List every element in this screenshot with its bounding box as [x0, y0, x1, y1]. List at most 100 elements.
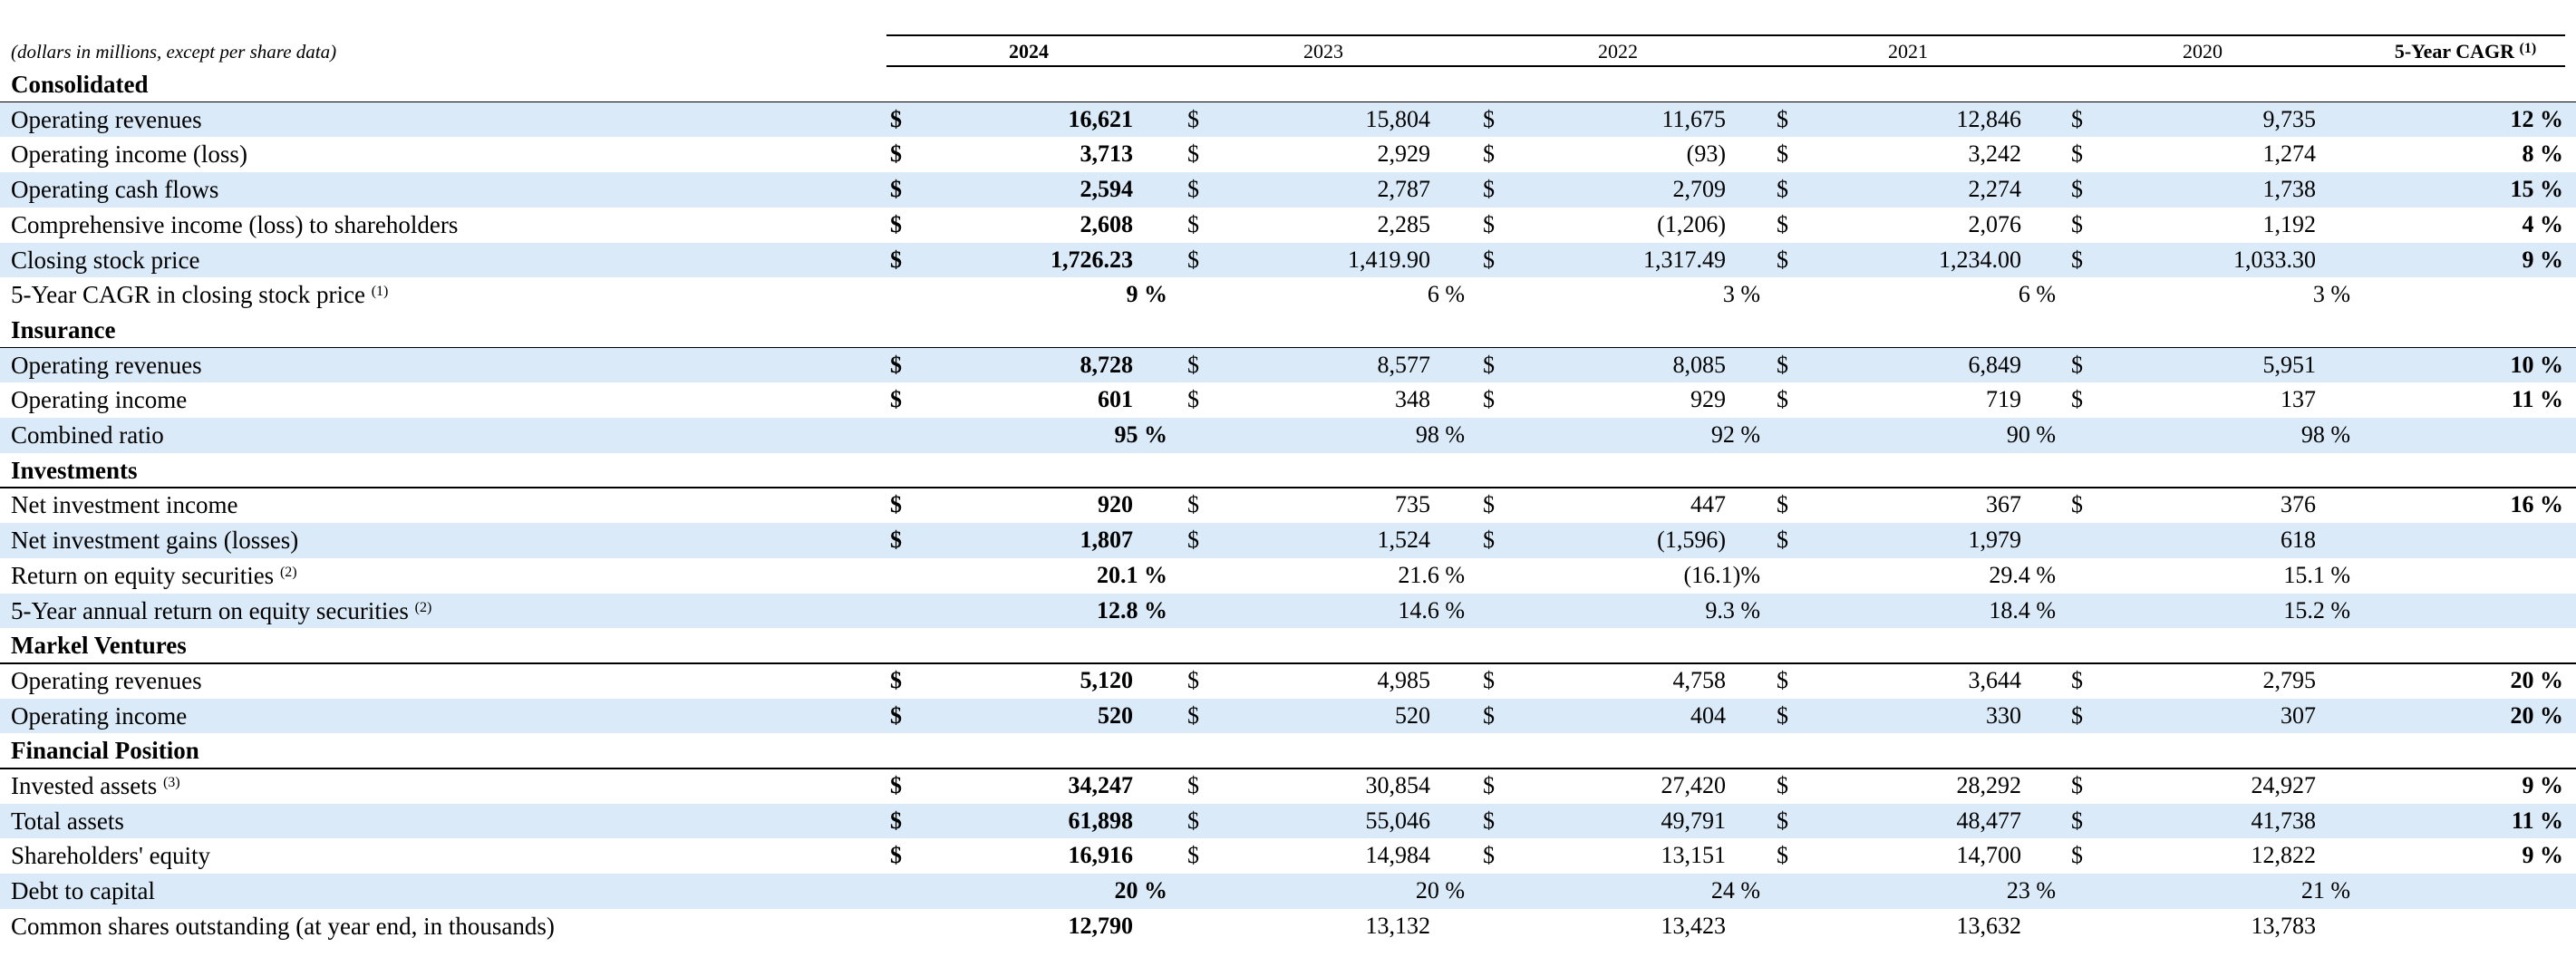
value-2024: 1,807	[1080, 527, 1134, 554]
row-label: Closing stock price	[11, 243, 199, 277]
dollar-sign: $	[2071, 246, 2083, 273]
value-2021: 13,632	[1956, 912, 2022, 939]
table-row: Operating revenues $8,728 $8,577 $8,085 $6,8…	[0, 347, 2576, 383]
value-2022: 92 %	[1710, 421, 1760, 448]
dollar-sign: $	[1483, 701, 1495, 729]
value-2021: 48,477	[1956, 807, 2022, 834]
value-2024: 5,120	[1080, 666, 1134, 693]
table-row: Net investment income $920 $735 $447 $367 $37…	[0, 488, 2576, 523]
dollar-sign: $	[890, 701, 902, 729]
table-row: Comprehensive income (loss) to sharehold…	[0, 208, 2576, 243]
value-2020: 1,274	[2262, 140, 2317, 168]
value-2023: 6 %	[1427, 281, 1465, 308]
dollar-sign: $	[1187, 842, 1199, 869]
value-2023: 13,132	[1365, 912, 1431, 939]
dollar-sign: $	[1777, 386, 1788, 413]
table-row: Operating income $601 $348 $929 $719 $137 11 %	[0, 382, 2576, 418]
dollar-sign: $	[1483, 176, 1495, 203]
value-2022: 13,423	[1661, 912, 1727, 939]
cagr-header-footnote: (1)	[2519, 41, 2537, 56]
value-2022: 2,709	[1672, 176, 1727, 203]
value-cagr: 11 %	[2511, 386, 2563, 413]
dollar-sign: $	[2071, 807, 2083, 834]
dollar-sign: $	[2071, 140, 2083, 168]
column-header-2024: 2024	[1009, 40, 1049, 63]
column-header-2020: 2020	[2183, 40, 2223, 63]
dollar-sign: $	[890, 772, 902, 798]
dollar-sign: $	[1483, 105, 1495, 132]
value-2024: 601	[1098, 386, 1133, 413]
table-row: Operating income $520 $520 $404 $330 $307 20 %	[0, 698, 2576, 734]
dollar-sign: $	[2071, 210, 2083, 237]
value-2023: 1,524	[1377, 527, 1431, 554]
table-row: 5-Year CAGR in closing stock price (1) 9 …	[0, 277, 2576, 313]
dollar-sign: $	[2071, 176, 2083, 203]
dollar-sign: $	[890, 140, 902, 168]
section-row-investments: Investments	[0, 453, 2576, 488]
value-2020: 376	[2281, 491, 2316, 518]
row-label-text: Invested assets	[11, 772, 158, 799]
section-row-consolidated: Consolidated	[0, 67, 2576, 102]
value-2020: 24,927	[2251, 772, 2317, 798]
table-row: Operating income (loss) $3,713 $2,929 $ (93)…	[0, 137, 2576, 172]
value-cagr: 9 %	[2522, 842, 2564, 869]
value-2024: 12.8 %	[1097, 596, 1167, 624]
column-header-2023: 2023	[1303, 40, 1343, 63]
row-label: Operating income (loss)	[11, 137, 247, 171]
value-2023: 348	[1395, 386, 1430, 413]
value-2020: 137	[2281, 386, 2316, 413]
value-cagr: 16 %	[2510, 491, 2564, 518]
value-2021: 14,700	[1956, 842, 2022, 869]
value-2021: 29.4 %	[1989, 561, 2056, 588]
dollar-sign: $	[2071, 842, 2083, 869]
row-footnote: (1)	[371, 284, 389, 300]
value-2020: 41,738	[2251, 807, 2317, 834]
table-row: Net investment gains (losses) $1,807 $1,52…	[0, 523, 2576, 558]
value-2020: 12,822	[2251, 842, 2317, 869]
dollar-sign: $	[1777, 491, 1788, 518]
value-2020: 1,192	[2262, 210, 2317, 237]
value-2022: 4,758	[1672, 666, 1727, 693]
value-cagr: 11 %	[2511, 807, 2563, 834]
value-2024: 61,898	[1068, 807, 1134, 834]
row-label-text: Operating revenues	[11, 666, 202, 694]
value-2020: 3 %	[2312, 281, 2350, 308]
value-2021: 330	[1986, 701, 2021, 729]
row-label: Net investment gains (losses)	[11, 523, 298, 557]
value-2024: 20.1 %	[1097, 561, 1167, 588]
value-cagr: 9 %	[2522, 246, 2564, 273]
dollar-sign: $	[2071, 701, 2083, 729]
section-row-financial-position: Financial Position	[0, 733, 2576, 768]
dollar-sign: $	[2071, 666, 2083, 693]
value-2024: 9 %	[1126, 281, 1168, 308]
value-2020: 98 %	[2300, 421, 2350, 448]
value-2023: 98 %	[1415, 421, 1465, 448]
value-2021: 28,292	[1956, 772, 2022, 798]
table-row: Combined ratio 95 % 98 % 92 % 90 % 98 %	[0, 418, 2576, 453]
row-label-text: Operating revenues	[11, 351, 202, 379]
value-2024: 920	[1098, 491, 1133, 518]
table-row: Invested assets (3) $34,247 $30,854 $27,420…	[0, 768, 2576, 804]
value-2022: 8,085	[1672, 351, 1727, 378]
dollar-sign: $	[2071, 491, 2083, 518]
row-label-text: Combined ratio	[11, 421, 164, 449]
value-2023: 2,929	[1377, 140, 1431, 168]
column-header-2021: 2021	[1888, 40, 1928, 63]
value-2023: 21.6 %	[1398, 561, 1465, 588]
row-label: 5-Year CAGR in closing stock price (1)	[11, 277, 388, 312]
dollar-sign: $	[2071, 351, 2083, 378]
row-label: Operating revenues	[11, 348, 202, 382]
row-label: Invested assets (3)	[11, 768, 180, 803]
row-label-text: 5-Year CAGR in closing stock price	[11, 281, 365, 309]
dollar-sign: $	[1187, 386, 1199, 413]
header-bottom-rule	[886, 65, 2565, 67]
section-rule	[0, 487, 2576, 489]
header-top-rule	[886, 34, 2565, 36]
dollar-sign: $	[1187, 246, 1199, 273]
dollar-sign: $	[890, 351, 902, 378]
row-label: Total assets	[11, 804, 124, 838]
dollar-sign: $	[1187, 527, 1199, 554]
row-label: Operating revenues	[11, 102, 202, 137]
value-2022: (1,596)	[1657, 527, 1726, 554]
